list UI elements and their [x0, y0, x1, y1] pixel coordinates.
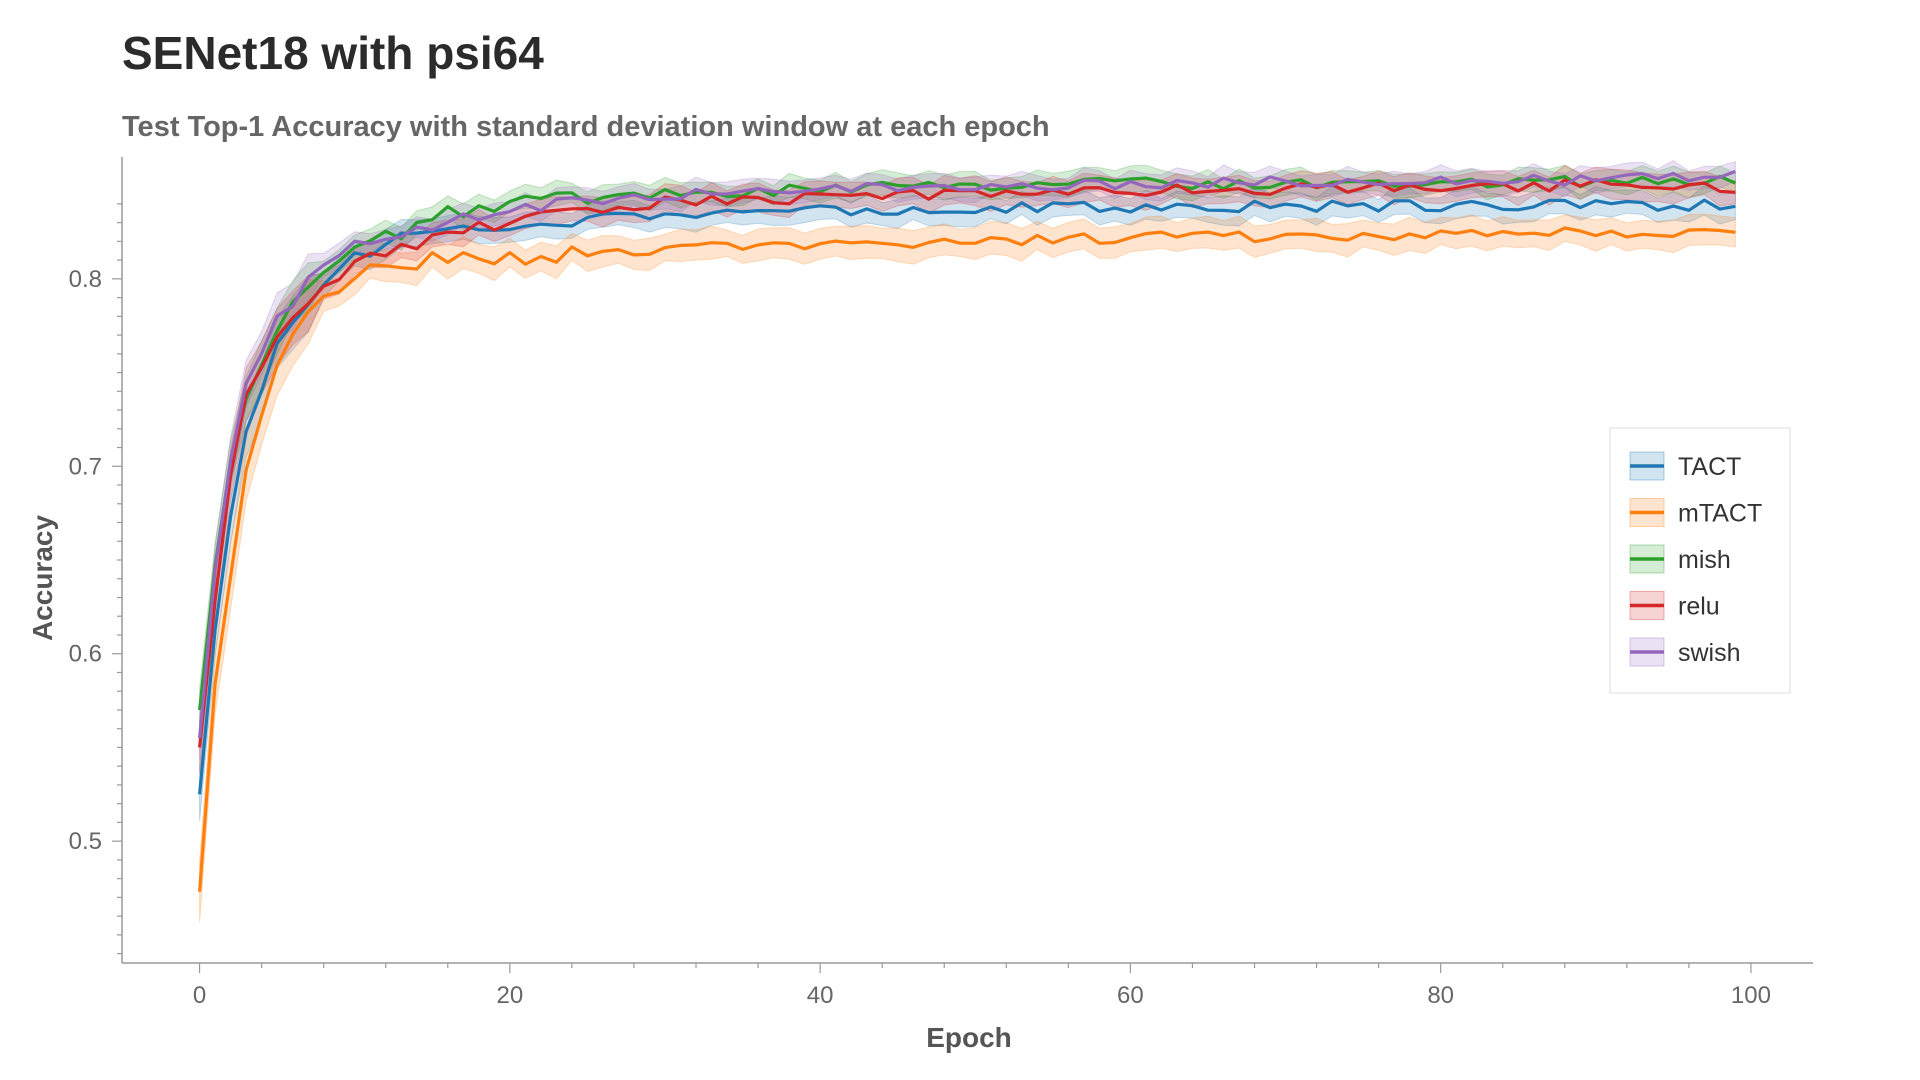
band-tact	[199, 184, 1736, 822]
y-axis-label: Accuracy	[27, 515, 58, 642]
line-tact	[198, 198, 1736, 795]
y-tick-label: 0.7	[69, 453, 102, 480]
chart-subtitle: Test Top-1 Accuracy with standard deviat…	[122, 111, 1050, 143]
x-tick-label: 40	[807, 982, 834, 1009]
line-mtact	[198, 226, 1736, 892]
x-axis-label: Epoch	[926, 1022, 1012, 1053]
legend: TACT mTACT mish relu swish	[1609, 427, 1791, 694]
series-lines	[198, 169, 1737, 892]
legend-label: mish	[1678, 546, 1731, 574]
x-tick-label: 60	[1117, 982, 1144, 1009]
x-tick-label: 20	[496, 982, 523, 1009]
x-tick-label: 80	[1427, 982, 1454, 1009]
legend-item-mish: mish	[1629, 544, 1731, 574]
y-tick-label: 0.5	[69, 828, 102, 855]
x-tick-label: 0	[193, 982, 206, 1009]
line-swish	[198, 169, 1736, 739]
legend-item-relu: relu	[1629, 591, 1720, 621]
legend-label: relu	[1678, 593, 1720, 621]
std-bands	[199, 160, 1736, 923]
chart-title: SENet18 with psi64	[122, 27, 544, 79]
x-tick-label: 100	[1731, 982, 1771, 1009]
legend-item-swish: swish	[1629, 637, 1741, 667]
legend-label: mTACT	[1678, 500, 1762, 528]
legend-label: TACT	[1678, 453, 1741, 481]
y-tick-label: 0.8	[69, 266, 102, 293]
legend-item-tact: TACT	[1629, 451, 1741, 481]
axes: 0 20 40 60 80 100 0.5 0.6 0.7 0.8	[69, 157, 1813, 1009]
band-mtact	[199, 213, 1736, 923]
y-tick-label: 0.6	[69, 641, 102, 668]
legend-item-mtact: mTACT	[1629, 498, 1762, 528]
legend-label: swish	[1678, 639, 1741, 667]
